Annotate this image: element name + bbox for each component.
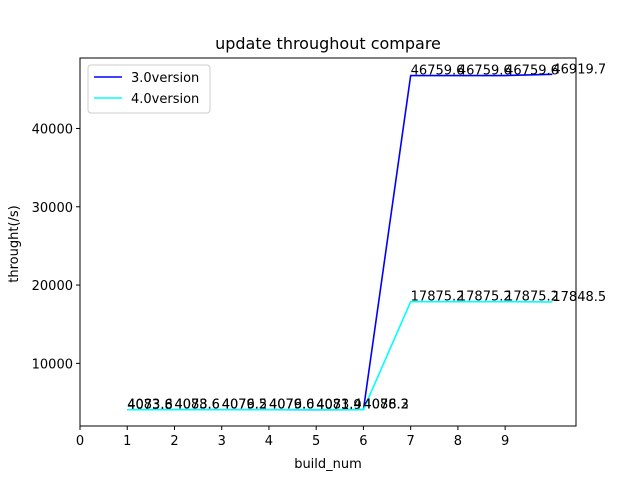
- x-tick-label: 3: [218, 434, 226, 449]
- x-tick-label: 0: [76, 434, 84, 449]
- y-tick-label: 40000: [32, 122, 73, 137]
- data-label: 4083.6: [127, 398, 173, 413]
- data-label: 46919.7: [552, 62, 606, 77]
- data-label: 4079.2: [222, 398, 268, 413]
- data-label: 4076.6: [269, 398, 315, 413]
- chart-title: update throughout compare: [215, 34, 441, 53]
- data-label: 46759.6: [505, 64, 559, 79]
- y-axis-ticks: 10000 20000 30000 40000: [32, 122, 80, 372]
- data-label: 4071.9: [316, 398, 362, 413]
- legend-label: 3.0version: [131, 71, 199, 86]
- x-tick-label: 9: [501, 434, 509, 449]
- data-label: 46759.6: [411, 64, 465, 79]
- data-label: 17875.2: [411, 290, 465, 305]
- legend-label: 4.0version: [131, 92, 199, 107]
- data-label: 4083.6: [174, 398, 220, 413]
- x-tick-label: 7: [407, 434, 415, 449]
- x-tick-label: 1: [123, 434, 131, 449]
- data-label: 4083.4: [316, 398, 362, 413]
- data-label: 4073.8: [127, 398, 173, 413]
- x-tick-label: 6: [359, 434, 367, 449]
- plot-area: [79, 57, 577, 427]
- y-axis-label: throught(/s): [7, 205, 22, 282]
- data-label: 17848.5: [552, 290, 606, 305]
- x-tick-label: 8: [454, 434, 462, 449]
- x-axis-label: build_num: [294, 457, 362, 472]
- data-label: 4078.3: [363, 398, 409, 413]
- x-tick-label: 5: [312, 434, 320, 449]
- y-tick-label: 30000: [32, 201, 73, 216]
- plot-frame: [79, 57, 577, 427]
- x-axis-ticks: 0 1 2 3 4 5 6 7 8 9: [76, 426, 509, 449]
- data-label: 4076.5: [222, 398, 268, 413]
- series-line-2: [127, 300, 553, 411]
- data-label: 4079.0: [269, 398, 315, 413]
- data-label: 17875.2: [458, 290, 512, 305]
- data-label: 46759.6: [458, 64, 512, 79]
- data-label: 4078.6: [174, 398, 220, 413]
- data-label: 17875.2: [505, 290, 559, 305]
- x-tick-label: 2: [170, 434, 178, 449]
- series-lines: [127, 73, 553, 411]
- data-labels: 4073.8 4078.6 4079.2 4079.0 4071.9 4078.3 4675…: [127, 62, 606, 412]
- data-label: 4086.2: [363, 398, 409, 413]
- y-tick-label: 10000: [32, 357, 73, 372]
- x-tick-label: 4: [265, 434, 273, 449]
- y-tick-label: 20000: [32, 279, 73, 294]
- legend: 3.0version 4.0version: [87, 64, 211, 114]
